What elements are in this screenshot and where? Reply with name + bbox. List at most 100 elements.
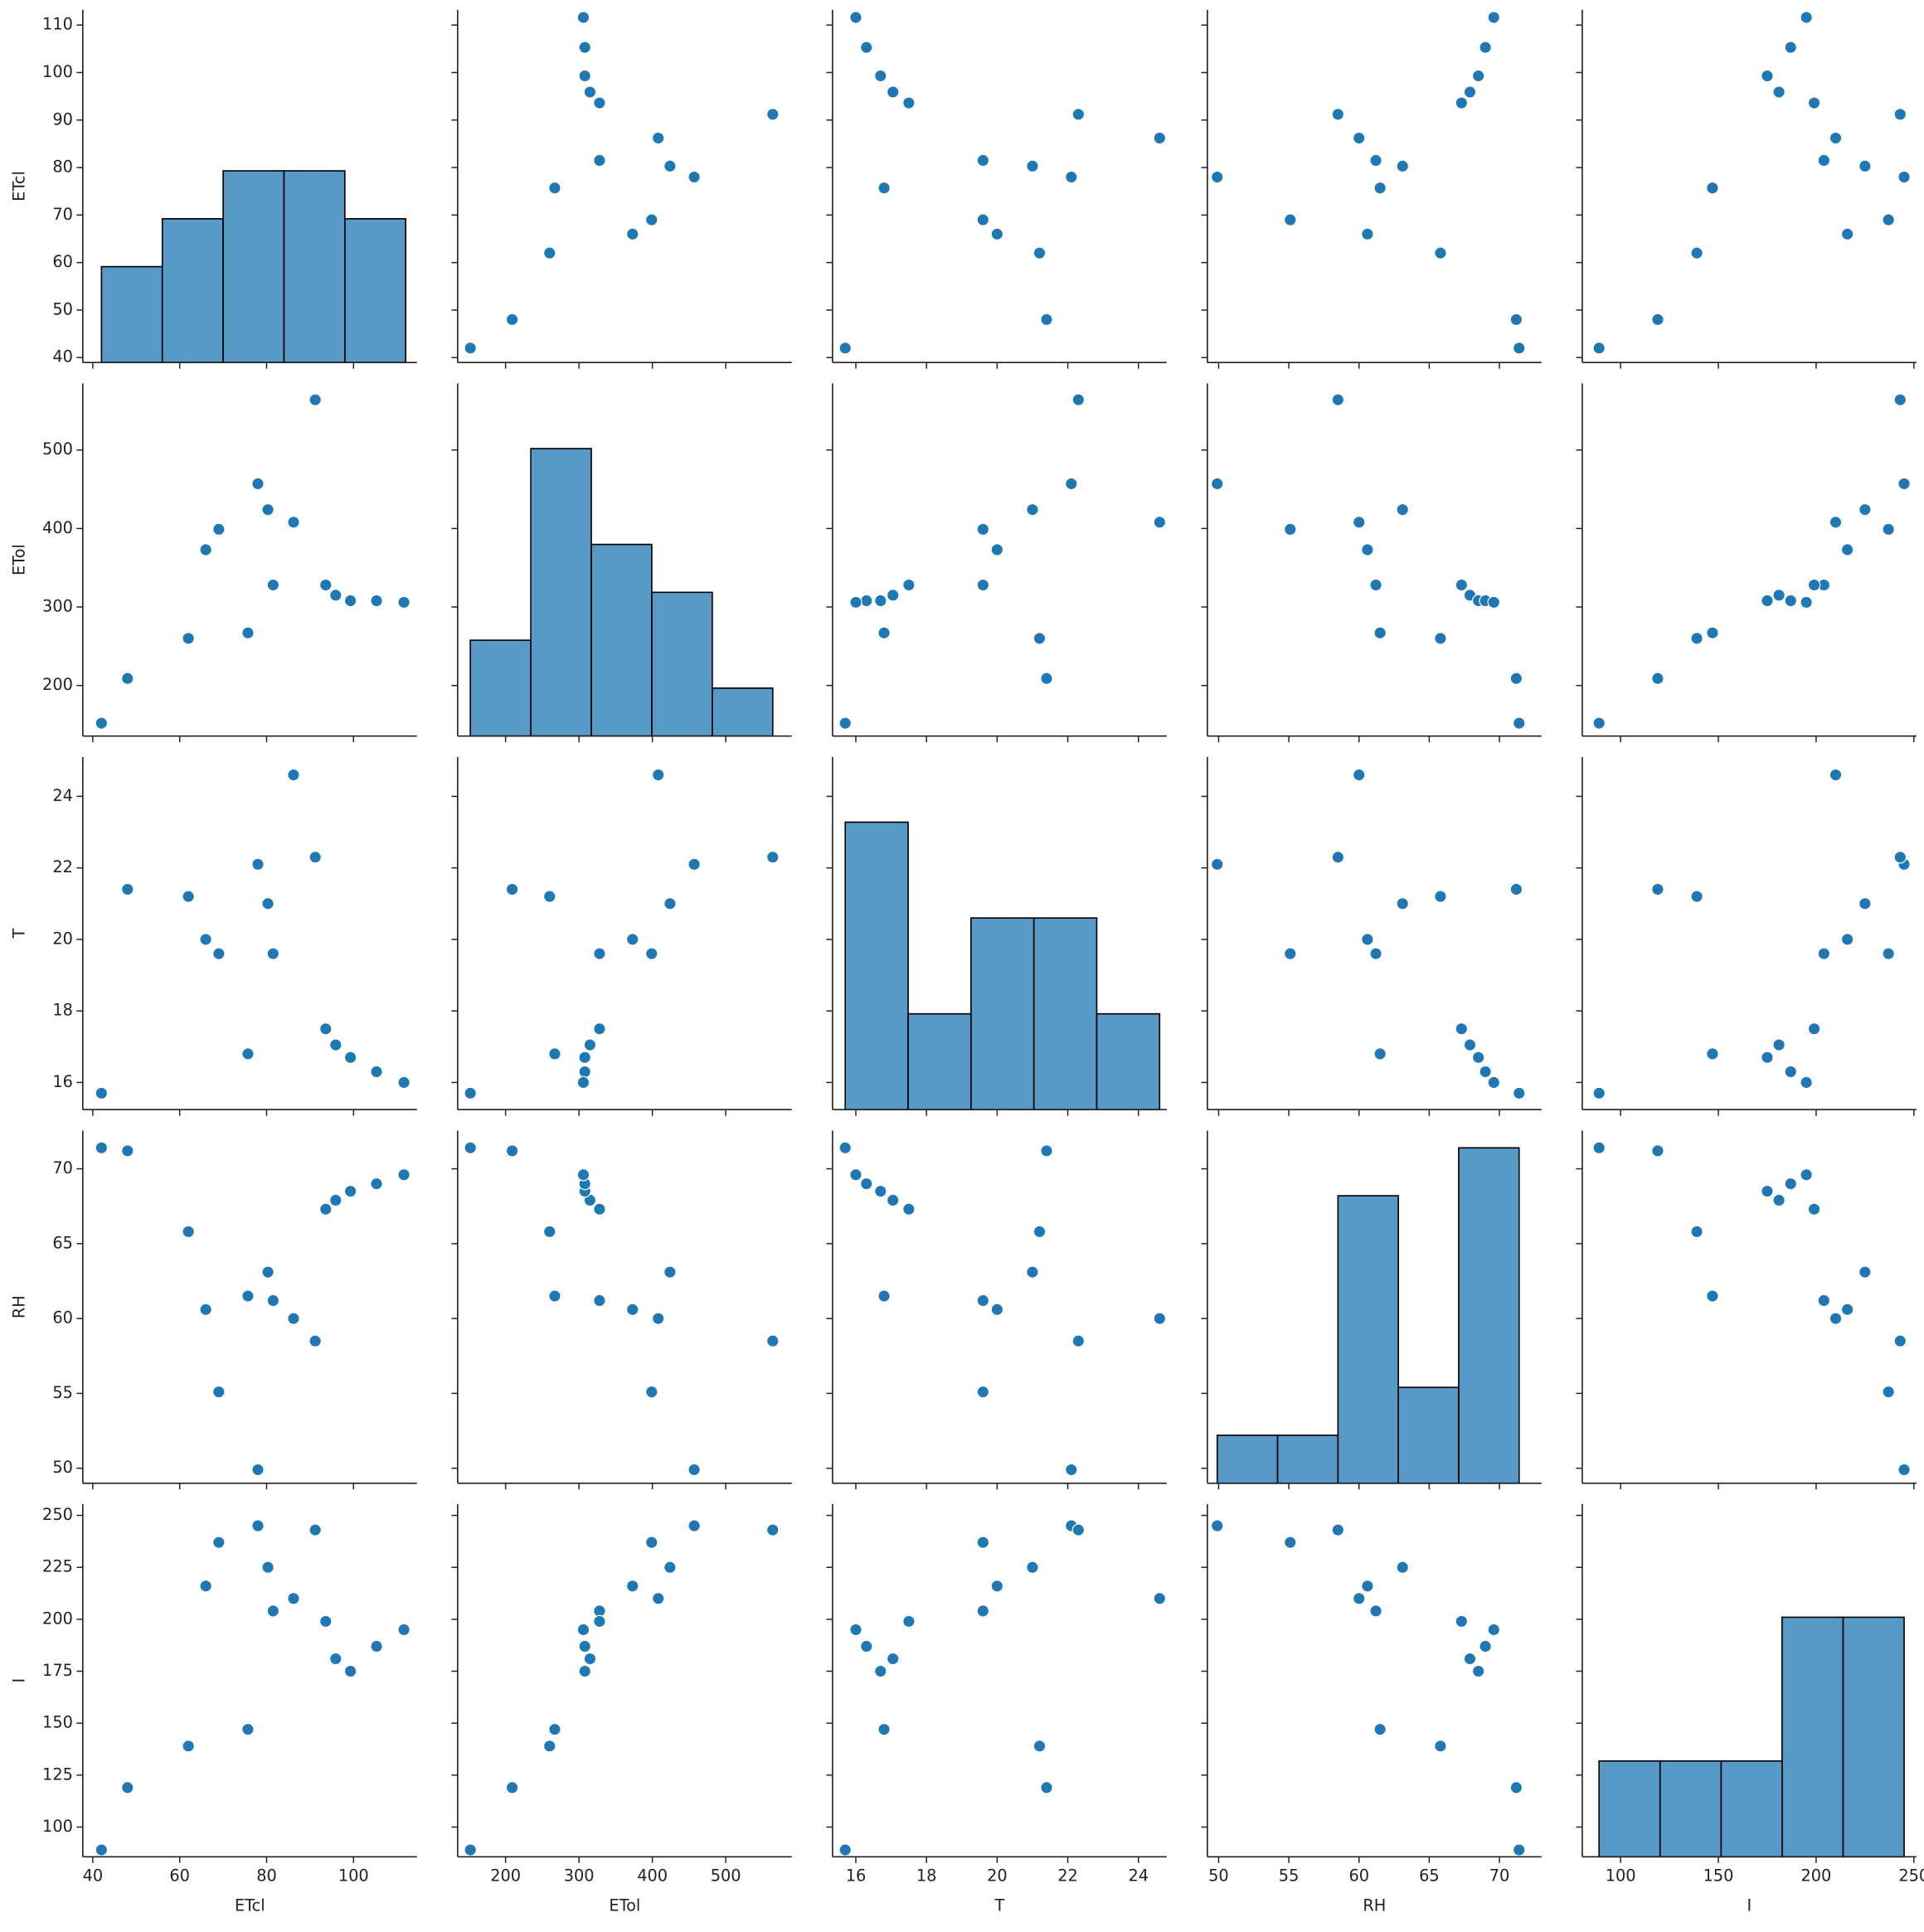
histogram-bar	[590, 543, 653, 737]
scatter-point	[1829, 768, 1843, 782]
y-tick-label: 24	[52, 786, 73, 805]
scatter-point	[1071, 393, 1086, 406]
scatter-point	[1829, 131, 1843, 145]
scatter-point	[182, 1739, 195, 1753]
scatter-point	[1065, 477, 1078, 491]
scatter-point	[95, 1086, 109, 1100]
scatter-point	[543, 1739, 556, 1753]
scatter-point	[121, 882, 134, 896]
scatter-point	[687, 170, 701, 184]
scatter-point	[663, 897, 677, 910]
scatter-point	[543, 1225, 556, 1239]
scatter-point	[505, 313, 519, 327]
scatter-point	[505, 882, 519, 896]
histogram-bar	[1659, 1760, 1722, 1858]
scatter-point	[593, 153, 606, 167]
y-tick-label: 110	[42, 15, 73, 34]
panel	[451, 9, 792, 369]
scatter-point	[1897, 1463, 1911, 1477]
scatter-point	[309, 1523, 322, 1536]
scatter-point	[1455, 1022, 1469, 1036]
scatter-point	[1817, 1294, 1831, 1308]
scatter-point	[261, 897, 275, 910]
scatter-point	[576, 11, 590, 24]
scatter-point	[838, 1141, 852, 1155]
histogram-bar	[651, 591, 713, 737]
scatter-point	[663, 159, 677, 173]
x-axis-label: RH	[1363, 1896, 1386, 1915]
histogram-bar	[1720, 1760, 1783, 1858]
histogram-bar	[1458, 1147, 1520, 1484]
histogram-bar	[712, 687, 774, 737]
x-tick-label: 20	[987, 1866, 1008, 1886]
scatter-point	[329, 1038, 343, 1051]
x-tick-label: 60	[169, 1866, 190, 1886]
scatter-point	[874, 1664, 887, 1678]
x-tick-label: 250	[1898, 1866, 1924, 1886]
scatter-point	[1858, 159, 1872, 173]
panel	[1576, 1130, 1917, 1490]
scatter-point	[990, 1303, 1004, 1317]
scatter-point	[1353, 1592, 1366, 1605]
scatter-point	[976, 522, 990, 536]
scatter-point	[1487, 1623, 1501, 1637]
scatter-point	[593, 947, 606, 960]
scatter-point	[1509, 313, 1523, 327]
scatter-point	[1882, 522, 1895, 536]
scatter-point	[241, 1722, 255, 1736]
scatter-point	[849, 1623, 862, 1637]
scatter-point	[1396, 159, 1409, 173]
scatter-point	[1040, 313, 1053, 327]
scatter-point	[583, 1038, 597, 1051]
scatter-point	[874, 69, 887, 83]
scatter-point	[1592, 342, 1606, 355]
histogram-bar	[970, 917, 1035, 1111]
scatter-point	[1893, 393, 1907, 406]
y-tick-label: 60	[52, 252, 73, 271]
scatter-point	[1840, 1303, 1854, 1317]
scatter-point	[583, 85, 597, 99]
scatter-point	[1651, 672, 1664, 685]
scatter-point	[1373, 181, 1387, 195]
panel: 200 300 400 500 ETol	[9, 383, 417, 743]
scatter-point	[319, 578, 333, 592]
scatter-point	[548, 181, 561, 195]
scatter-point	[593, 1294, 606, 1308]
scatter-point	[593, 1202, 606, 1216]
x-tick-label: 22	[1057, 1866, 1078, 1886]
scatter-point	[976, 213, 990, 226]
scatter-point	[766, 850, 780, 864]
scatter-point	[1153, 131, 1167, 145]
scatter-point	[543, 890, 556, 903]
scatter-point	[1479, 1065, 1492, 1079]
scatter-point	[121, 672, 134, 685]
scatter-point	[1893, 850, 1907, 864]
y-tick-label: 150	[42, 1713, 73, 1732]
y-tick-label: 18	[52, 1001, 73, 1020]
scatter-point	[1040, 672, 1053, 685]
scatter-point	[1592, 1086, 1606, 1100]
scatter-point	[1761, 1051, 1774, 1064]
scatter-point	[860, 1639, 873, 1653]
x-tick-label: 80	[256, 1866, 277, 1886]
scatter-point	[548, 1722, 561, 1736]
scatter-point	[397, 1168, 411, 1182]
y-tick-label: 22	[52, 857, 73, 876]
scatter-point	[1651, 1144, 1664, 1158]
scatter-point	[651, 1592, 665, 1605]
x-axis-label: T	[994, 1896, 1004, 1915]
scatter-point	[1361, 933, 1374, 946]
scatter-point	[1369, 1604, 1382, 1618]
scatter-point	[877, 626, 891, 640]
scatter-point	[199, 543, 212, 556]
histogram-bar	[907, 1012, 972, 1111]
histogram-bar	[283, 170, 346, 363]
scatter-point	[1513, 1086, 1526, 1100]
scatter-point	[687, 1519, 701, 1532]
scatter-point	[1706, 181, 1719, 195]
scatter-point	[663, 1561, 677, 1574]
x-tick-label: 60	[1348, 1866, 1369, 1886]
scatter-point	[1807, 1022, 1821, 1036]
scatter-point	[1897, 170, 1911, 184]
